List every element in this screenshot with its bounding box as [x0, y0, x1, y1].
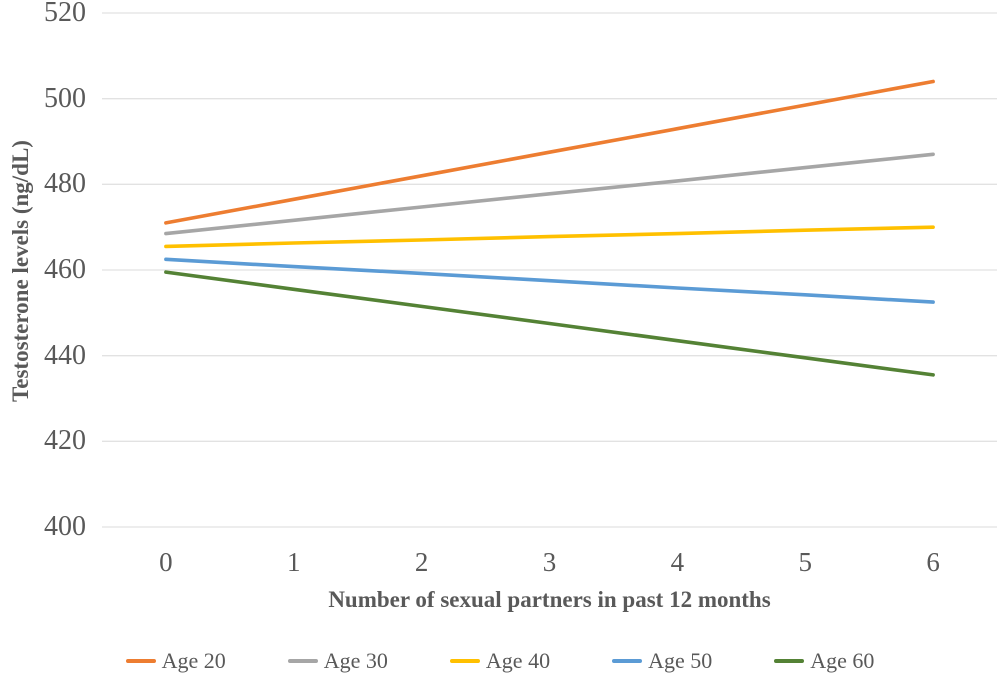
x-tick-label: 5 — [798, 547, 812, 577]
series-line-age-20 — [164, 79, 935, 225]
legend-item-age-60: Age 60 — [774, 648, 874, 674]
y-tick-label: 460 — [44, 254, 86, 285]
legend-label: Age 40 — [485, 648, 551, 673]
y-tick-label: 500 — [44, 82, 86, 114]
y-tick-label: 400 — [44, 511, 86, 542]
legend-item-age-30: Age 30 — [287, 648, 388, 674]
legend-label: Age 60 — [810, 648, 875, 673]
series-line-age-60 — [164, 270, 935, 377]
legend-line-swatch — [612, 659, 643, 663]
x-tick-label: 4 — [670, 547, 685, 577]
legend-line-swatch — [449, 659, 480, 663]
x-tick-label: 0 — [159, 547, 173, 577]
y-tick-label: 420 — [44, 425, 86, 457]
x-axis-title: Number of sexual partners in past 12 mon… — [328, 587, 771, 612]
legend-line-swatch — [125, 659, 156, 663]
x-tick-label: 2 — [414, 547, 429, 577]
y-tick-label: 440 — [44, 339, 86, 371]
legend-label: Age 30 — [323, 648, 388, 673]
x-tick-label: 3 — [542, 547, 557, 577]
y-axis-title: Testosterone levels (ng/dL) — [8, 140, 33, 402]
legend-item-age-40: Age 40 — [449, 648, 551, 674]
x-tick-label: 6 — [926, 547, 940, 577]
series-line-age-50 — [164, 257, 935, 304]
y-tick-label: 480 — [44, 168, 86, 200]
y-tick-label: 520 — [44, 0, 86, 28]
legend-label: Age 20 — [161, 648, 226, 673]
x-tick-label: 1 — [287, 547, 301, 577]
series-line-age-40 — [164, 225, 935, 249]
legend-item-age-50: Age 50 — [612, 648, 712, 674]
legend-line-swatch — [287, 659, 318, 663]
legend-label: Age 50 — [648, 648, 713, 673]
legend-line-swatch — [774, 659, 805, 663]
legend-item-age-20: Age 20 — [125, 648, 226, 674]
series-line-age-30 — [164, 152, 935, 236]
legend: Age 20 Age 30 Age 40 Age 50 Age 60 — [0, 646, 1000, 676]
